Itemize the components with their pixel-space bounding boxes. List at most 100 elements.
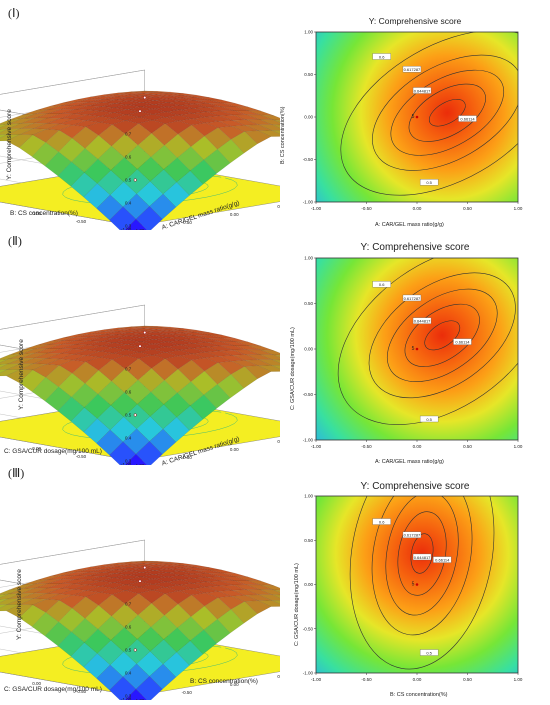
surface-cell [139,108,167,115]
surface-cell [70,407,98,433]
surface-cell [21,583,49,589]
contour-level-label: 0.6 [379,54,385,59]
y-tick-label: 0.00 [304,115,313,120]
design-point [143,566,147,570]
y-tick-label: -1.00 [121,697,132,700]
surface-cell [99,353,126,360]
surface-cell [203,149,231,174]
surface-cell [76,566,104,570]
z-tick-label: 0.6 [125,625,132,630]
surface-cell [230,131,258,154]
contour-line [340,32,518,196]
surface-cell [90,329,117,332]
surface-cell [130,326,157,329]
y-tick-label: -0.50 [76,689,87,694]
surface-cell [180,108,207,114]
surface-cell [144,326,171,328]
surface-cell [87,110,114,117]
surface-cell [124,358,152,381]
contour-line [372,54,518,171]
surface-cell [57,396,85,422]
contour-y-label: C: GSA/CUR dosage(mg/100 mL) [294,563,300,646]
surface-cell [139,578,167,585]
y-tick-label: -1.00 [303,200,314,205]
surface-cell [129,565,156,569]
surface-cell [89,331,117,335]
surface-cell [71,361,99,384]
y-tick-label: -0.50 [303,157,314,162]
surface-cell [207,102,235,107]
surface-cell [97,405,124,431]
surface-cell [135,441,163,465]
surface-cell [181,100,208,105]
design-point [415,583,419,586]
surface-cell [75,336,103,341]
surface-cell [71,126,99,149]
contour-level-label: 0.6 [379,282,385,287]
surface-z-label: Y: Comprehensive score [18,339,25,410]
surface-cell [124,218,148,230]
contour-lines [340,32,518,196]
surface-z-label: Y: Comprehensive score [6,109,13,180]
design-point [133,178,137,182]
contour-level-label: 0.644817 [414,88,431,93]
surface-cell [109,441,137,465]
contour-level-label: 0.6 [379,519,385,524]
surface-cell [244,600,272,615]
surface-cell [71,596,99,619]
surface-cell [70,642,98,668]
x-tick-label: -0.50 [182,455,193,460]
surface-cell [21,113,49,119]
surface-cell [110,157,138,182]
z-tick-label: 0.7 [125,602,132,607]
surface-cell [230,366,258,389]
y-tick-label: 1.00 [304,30,313,35]
design-point [133,648,137,652]
surface-cell [90,94,117,97]
design-point [143,331,147,335]
surface-cell [177,381,204,406]
contour-x-label: A: CAR/GEL mass ratio(g/g) [375,222,444,228]
y-tick-label: 0.00 [304,582,313,587]
surface-cell [0,369,8,374]
x-tick-label: 0.00 [413,677,422,682]
x-tick-label: 0.50 [463,444,472,449]
surface-cell [0,604,8,609]
y-tick-label: -1.00 [121,227,132,230]
surface-cell [191,122,219,137]
surface-cell [124,688,148,700]
surface-cell [154,572,181,578]
y-tick-label: 1.00 [304,256,313,261]
surface-cell [192,351,219,359]
surface-cell [97,640,124,666]
surface-cell [31,142,59,167]
x-tick-label: -0.50 [182,690,193,695]
surface-cell [0,588,22,595]
contour-chart-3: Y: Comprehensive score 0.5 0.6 0.617287 0.6… [280,478,550,705]
contour-level-box [372,518,391,525]
surface-cell [103,329,130,333]
surface-cell [182,565,210,568]
x-tick-label: -1.00 [311,444,322,449]
surface-cell [0,353,22,360]
surface-cell [259,354,280,361]
surface-cell [100,107,128,113]
y-tick-label: 0.00 [32,211,41,216]
z-tick-label: 0.4 [125,436,132,441]
surface-cell [110,627,138,652]
surface-cell [49,572,77,577]
surface-cell [0,598,21,606]
surface-cell [89,566,117,570]
contour-level-box [458,115,477,122]
surface-cell [100,342,128,348]
contour-level-label: 0.617287 [404,296,421,301]
contour-level-label: 0.617287 [404,67,421,72]
contour-lines [349,496,495,670]
contour-x-label: B: CS concentration(%) [390,692,448,698]
surface-cell [109,676,137,700]
surface-cell [207,337,235,342]
y-tick-label: 1.00 [304,494,313,499]
design-point [138,344,142,348]
surface-cell [20,592,48,599]
surface-cell [162,181,190,208]
